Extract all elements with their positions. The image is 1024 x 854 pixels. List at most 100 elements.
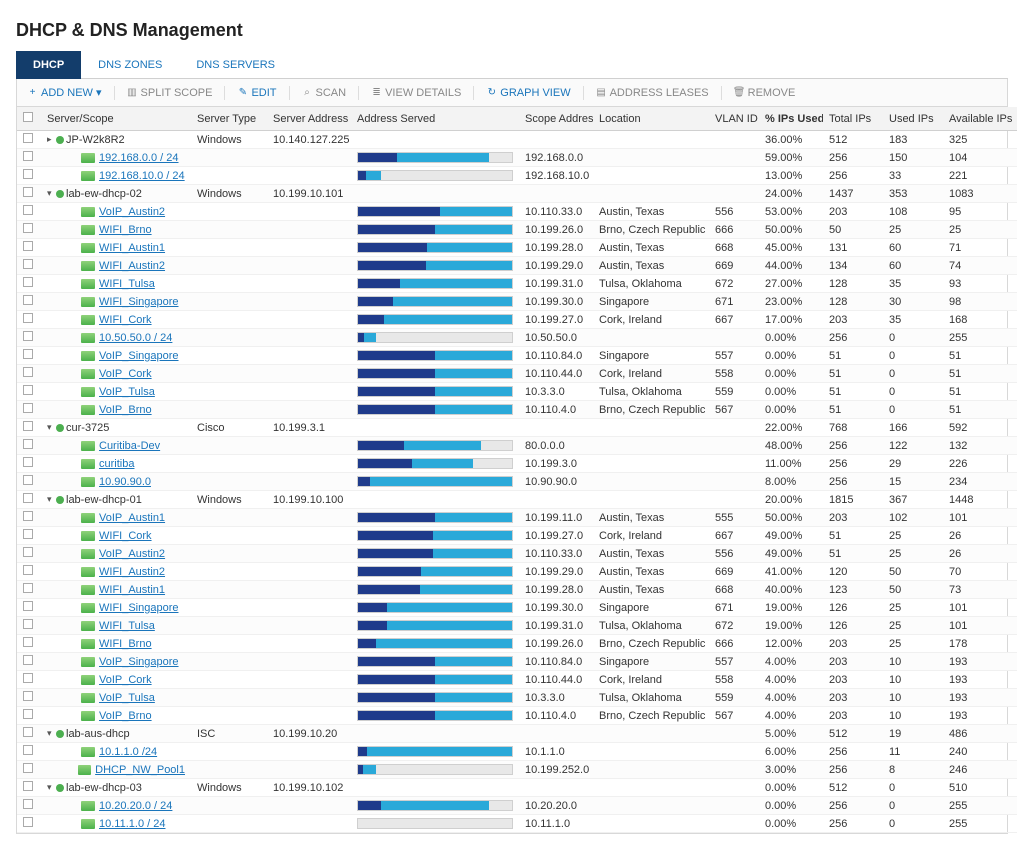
row-checkbox[interactable] — [23, 637, 33, 647]
row-checkbox[interactable] — [23, 187, 33, 197]
scope-name-link[interactable]: DHCP_NW_Pool1 — [95, 764, 185, 776]
row-checkbox[interactable] — [23, 223, 33, 233]
row-checkbox[interactable] — [23, 133, 33, 143]
scope-name-link[interactable]: WIFI_Austin2 — [99, 260, 165, 272]
row-checkbox[interactable] — [23, 259, 33, 269]
scope-row[interactable]: WIFI_Tulsa10.199.31.0Tulsa, Oklahoma6721… — [17, 617, 1017, 635]
col-addr[interactable]: Server Address — [267, 107, 351, 131]
scope-name-link[interactable]: Curitiba-Dev — [99, 440, 160, 452]
row-checkbox[interactable] — [23, 169, 33, 179]
row-checkbox[interactable] — [23, 457, 33, 467]
tab-dns-servers[interactable]: DNS SERVERS — [179, 51, 292, 79]
row-checkbox[interactable] — [23, 205, 33, 215]
scope-row[interactable]: DHCP_NW_Pool110.199.252.03.00%2568246 — [17, 761, 1017, 779]
row-checkbox[interactable] — [23, 151, 33, 161]
scope-row[interactable]: WIFI_Austin110.199.28.0Austin, Texas6684… — [17, 239, 1017, 257]
col-loc[interactable]: Location — [593, 107, 709, 131]
row-checkbox[interactable] — [23, 511, 33, 521]
row-checkbox[interactable] — [23, 817, 33, 827]
scope-name-link[interactable]: VoIP_Tulsa — [99, 692, 155, 704]
scope-name-link[interactable]: 10.90.90.0 — [99, 476, 151, 488]
scope-name-link[interactable]: curitiba — [99, 458, 134, 470]
scope-name-link[interactable]: WIFI_Tulsa — [99, 278, 155, 290]
scope-name-link[interactable]: 192.168.0.0 / 24 — [99, 152, 179, 164]
server-row[interactable]: ▾ lab-ew-dhcp-03Windows10.199.10.1020.00… — [17, 779, 1017, 797]
row-checkbox[interactable] — [23, 403, 33, 413]
row-checkbox[interactable] — [23, 763, 33, 773]
scope-row[interactable]: WIFI_Brno10.199.26.0Brno, Czech Republic… — [17, 221, 1017, 239]
scope-row[interactable]: WIFI_Austin210.199.29.0Austin, Texas6694… — [17, 257, 1017, 275]
row-checkbox[interactable] — [23, 421, 33, 431]
scope-row[interactable]: VoIP_Cork10.110.44.0Cork, Ireland5584.00… — [17, 671, 1017, 689]
row-checkbox[interactable] — [23, 331, 33, 341]
tab-dhcp[interactable]: DHCP — [16, 51, 81, 79]
scope-name-link[interactable]: 192.168.10.0 / 24 — [99, 170, 185, 182]
scope-row[interactable]: WIFI_Austin110.199.28.0Austin, Texas6684… — [17, 581, 1017, 599]
scope-row[interactable]: VoIP_Tulsa10.3.3.0Tulsa, Oklahoma5590.00… — [17, 383, 1017, 401]
col-name[interactable]: Server/Scope — [41, 107, 191, 131]
expander-icon[interactable]: ▾ — [47, 422, 56, 433]
tab-dns-zones[interactable]: DNS ZONES — [81, 51, 179, 79]
row-checkbox[interactable] — [23, 781, 33, 791]
scope-name-link[interactable]: WIFI_Singapore — [99, 296, 178, 308]
row-checkbox[interactable] — [23, 709, 33, 719]
expander-icon[interactable]: ▾ — [47, 188, 56, 199]
row-checkbox[interactable] — [23, 565, 33, 575]
row-checkbox[interactable] — [23, 313, 33, 323]
scope-name-link[interactable]: 10.50.50.0 / 24 — [99, 332, 172, 344]
scope-row[interactable]: Curitiba-Dev80.0.0.048.00%256122132 — [17, 437, 1017, 455]
row-checkbox[interactable] — [23, 349, 33, 359]
select-all-checkbox[interactable] — [23, 112, 33, 122]
row-checkbox[interactable] — [23, 385, 33, 395]
scope-name-link[interactable]: VoIP_Cork — [99, 674, 152, 686]
scope-row[interactable]: WIFI_Singapore10.199.30.0Singapore67119.… — [17, 599, 1017, 617]
server-row[interactable]: ▾ lab-ew-dhcp-02Windows10.199.10.10124.0… — [17, 185, 1017, 203]
row-checkbox[interactable] — [23, 439, 33, 449]
row-checkbox[interactable] — [23, 601, 33, 611]
row-checkbox[interactable] — [23, 673, 33, 683]
row-checkbox[interactable] — [23, 745, 33, 755]
scope-name-link[interactable]: VoIP_Singapore — [99, 350, 179, 362]
scope-name-link[interactable]: 10.11.1.0 / 24 — [99, 818, 165, 830]
scope-name-link[interactable]: VoIP_Cork — [99, 368, 152, 380]
toolbar-add[interactable]: +ADD NEW ▾ — [21, 84, 108, 101]
scope-name-link[interactable]: WIFI_Brno — [99, 224, 152, 236]
scope-row[interactable]: WIFI_Cork10.199.27.0Cork, Ireland66717.0… — [17, 311, 1017, 329]
col-total[interactable]: Total IPs — [823, 107, 883, 131]
row-checkbox[interactable] — [23, 619, 33, 629]
scope-name-link[interactable]: WIFI_Austin2 — [99, 566, 165, 578]
scope-name-link[interactable]: WIFI_Tulsa — [99, 620, 155, 632]
scope-row[interactable]: VoIP_Brno10.110.4.0Brno, Czech Republic5… — [17, 707, 1017, 725]
scope-row[interactable]: WIFI_Singapore10.199.30.0Singapore67123.… — [17, 293, 1017, 311]
row-checkbox[interactable] — [23, 475, 33, 485]
toolbar-graph[interactable]: ↻GRAPH VIEW — [480, 85, 576, 101]
scope-row[interactable]: VoIP_Austin110.199.11.0Austin, Texas5555… — [17, 509, 1017, 527]
row-checkbox[interactable] — [23, 547, 33, 557]
server-row[interactable]: ▾ lab-aus-dhcpISC10.199.10.205.00%512194… — [17, 725, 1017, 743]
scope-row[interactable]: VoIP_Austin210.110.33.0Austin, Texas5564… — [17, 545, 1017, 563]
scope-row[interactable]: WIFI_Austin210.199.29.0Austin, Texas6694… — [17, 563, 1017, 581]
scope-row[interactable]: VoIP_Cork10.110.44.0Cork, Ireland5580.00… — [17, 365, 1017, 383]
row-checkbox[interactable] — [23, 529, 33, 539]
row-checkbox[interactable] — [23, 727, 33, 737]
row-checkbox[interactable] — [23, 799, 33, 809]
scope-row[interactable]: WIFI_Cork10.199.27.0Cork, Ireland66749.0… — [17, 527, 1017, 545]
row-checkbox[interactable] — [23, 367, 33, 377]
scope-name-link[interactable]: VoIP_Austin2 — [99, 548, 165, 560]
col-served[interactable]: Address Served — [351, 107, 519, 131]
row-checkbox[interactable] — [23, 655, 33, 665]
expander-icon[interactable]: ▾ — [47, 494, 56, 505]
server-row[interactable]: ▸ JP-W2k8R2Windows10.140.127.22536.00%51… — [17, 131, 1017, 149]
server-row[interactable]: ▾ lab-ew-dhcp-01Windows10.199.10.10020.0… — [17, 491, 1017, 509]
scope-row[interactable]: WIFI_Tulsa10.199.31.0Tulsa, Oklahoma6722… — [17, 275, 1017, 293]
scope-name-link[interactable]: WIFI_Brno — [99, 638, 152, 650]
scope-row[interactable]: VoIP_Singapore10.110.84.0Singapore5574.0… — [17, 653, 1017, 671]
scope-row[interactable]: 192.168.0.0 / 24192.168.0.059.00%2561501… — [17, 149, 1017, 167]
col-vlan[interactable]: VLAN ID — [709, 107, 759, 131]
row-checkbox[interactable] — [23, 295, 33, 305]
expander-icon[interactable]: ▾ — [47, 728, 56, 739]
scope-row[interactable]: 10.90.90.010.90.90.08.00%25615234 — [17, 473, 1017, 491]
scope-row[interactable]: VoIP_Brno10.110.4.0Brno, Czech Republic5… — [17, 401, 1017, 419]
scope-row[interactable]: 10.50.50.0 / 2410.50.50.00.00%2560255 — [17, 329, 1017, 347]
scope-name-link[interactable]: WIFI_Austin1 — [99, 584, 165, 596]
